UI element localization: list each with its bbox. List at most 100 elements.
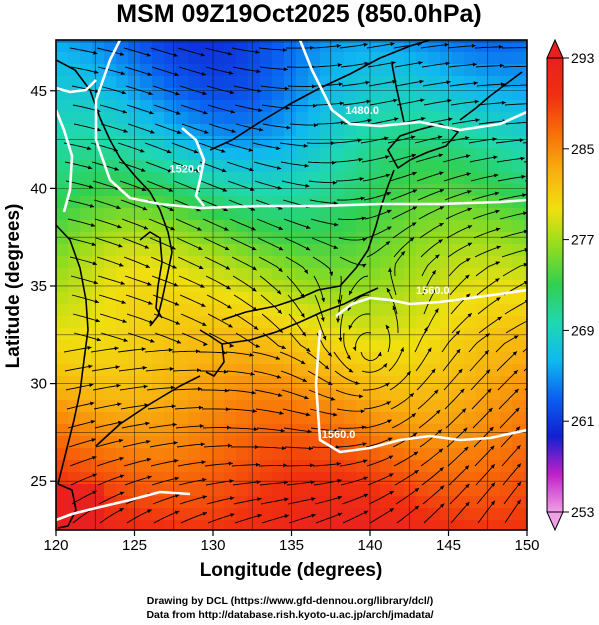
field-cell bbox=[344, 316, 357, 329]
field-cell bbox=[452, 100, 465, 113]
streamline-arrowhead bbox=[257, 88, 262, 93]
field-cell bbox=[212, 292, 225, 305]
field-cell bbox=[272, 364, 285, 377]
field-cell bbox=[152, 136, 165, 149]
streamline bbox=[422, 485, 445, 505]
field-cell bbox=[500, 448, 513, 461]
field-cell bbox=[404, 52, 417, 65]
streamline-arrowhead bbox=[231, 129, 236, 133]
streamline bbox=[368, 80, 397, 87]
field-cell bbox=[248, 412, 261, 425]
field-cell bbox=[440, 160, 453, 173]
streamline-arrowhead bbox=[223, 207, 228, 212]
field-cell bbox=[188, 376, 201, 389]
streamline bbox=[392, 222, 417, 239]
field-cell bbox=[308, 436, 321, 449]
field-cell bbox=[260, 100, 273, 113]
field-cell bbox=[308, 112, 321, 125]
field-cell bbox=[140, 460, 153, 473]
streamline-arrowhead bbox=[439, 206, 445, 210]
field-cell bbox=[284, 520, 297, 530]
streamline-arrowhead bbox=[198, 405, 203, 410]
field-cell bbox=[332, 220, 345, 233]
streamline bbox=[312, 45, 341, 49]
streamline bbox=[311, 237, 339, 249]
streamline bbox=[172, 369, 201, 372]
streamline bbox=[450, 501, 470, 524]
field-cell bbox=[428, 160, 441, 173]
field-cell bbox=[524, 328, 527, 341]
field-cell bbox=[308, 148, 321, 161]
streamline-arrowhead bbox=[200, 52, 205, 57]
field-cell bbox=[176, 292, 189, 305]
streamline bbox=[370, 117, 399, 125]
field-cell bbox=[416, 436, 429, 449]
field-cell bbox=[212, 76, 225, 89]
streamline bbox=[127, 123, 155, 134]
streamline-arrowhead bbox=[467, 313, 472, 318]
streamline-arrowhead bbox=[352, 346, 357, 351]
field-cell bbox=[308, 268, 321, 281]
streamline-arrowhead bbox=[228, 461, 233, 466]
field-cell bbox=[320, 448, 333, 461]
streamline-arrowhead bbox=[283, 480, 288, 485]
field-cell bbox=[428, 88, 441, 101]
streamline bbox=[282, 408, 311, 416]
field-cell bbox=[476, 376, 489, 389]
streamline bbox=[252, 142, 281, 150]
field-cell bbox=[440, 256, 453, 269]
field-cell bbox=[260, 484, 273, 497]
streamline bbox=[258, 256, 283, 273]
field-cell bbox=[332, 88, 345, 101]
x-axis-ticks: 120 125 130 135 140 145 150 bbox=[43, 530, 540, 554]
field-cell bbox=[80, 244, 93, 257]
streamline-arrowhead bbox=[327, 381, 333, 385]
field-cell bbox=[164, 292, 177, 305]
field-cell bbox=[176, 184, 189, 197]
field-cell bbox=[440, 100, 453, 113]
streamline-arrowhead bbox=[285, 106, 290, 110]
streamline-arrowhead bbox=[259, 127, 264, 132]
streamline bbox=[280, 161, 309, 167]
streamline bbox=[307, 370, 333, 386]
field-cell bbox=[488, 232, 501, 245]
field-cell bbox=[380, 100, 393, 113]
field-cell bbox=[332, 400, 345, 413]
streamline-arrowhead bbox=[312, 103, 317, 108]
field-cell bbox=[440, 88, 453, 101]
field-cell bbox=[380, 316, 393, 329]
streamline-arrowhead bbox=[202, 512, 207, 516]
streamline bbox=[70, 275, 99, 284]
field-cell bbox=[368, 352, 381, 365]
field-cell bbox=[104, 352, 117, 365]
field-cell bbox=[344, 520, 357, 530]
field-cell bbox=[80, 256, 93, 269]
streamline-arrowhead bbox=[330, 396, 336, 401]
streamline-arrowhead bbox=[276, 374, 282, 379]
streamline-arrowhead bbox=[385, 155, 390, 160]
streamline-arrowhead bbox=[495, 261, 500, 266]
field-cell bbox=[368, 328, 381, 341]
streamline bbox=[477, 297, 501, 315]
streamline-arrowhead bbox=[303, 143, 308, 148]
field-cell bbox=[164, 88, 177, 101]
streamline bbox=[451, 119, 480, 125]
field-cell bbox=[260, 268, 273, 281]
field-cell bbox=[236, 436, 249, 449]
field-cell bbox=[224, 100, 237, 113]
streamline-arrowhead bbox=[320, 317, 325, 322]
streamline-arrowhead bbox=[388, 455, 393, 460]
field-cell bbox=[212, 124, 225, 137]
streamline-arrowhead bbox=[277, 393, 283, 397]
field-cell bbox=[200, 112, 213, 125]
streamline bbox=[122, 440, 151, 448]
field-cell bbox=[248, 88, 261, 101]
streamline bbox=[420, 448, 444, 467]
field-cell bbox=[140, 304, 153, 317]
field-cell bbox=[104, 208, 117, 221]
field-cell bbox=[260, 400, 273, 413]
streamline bbox=[285, 47, 315, 49]
field-cell bbox=[248, 220, 261, 233]
streamline bbox=[91, 366, 120, 372]
streamline-arrowhead bbox=[421, 116, 426, 121]
